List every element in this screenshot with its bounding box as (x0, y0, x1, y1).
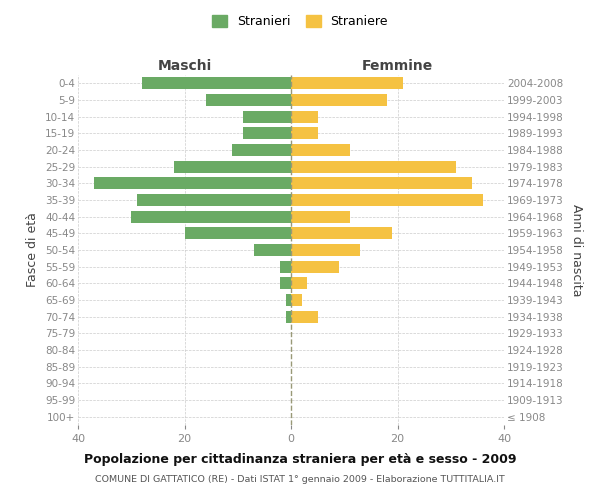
Bar (291, 278, 307, 289)
Bar (243, 110, 291, 122)
Bar (286, 310, 291, 322)
Bar (291, 244, 360, 256)
Bar (142, 78, 291, 90)
Bar (206, 94, 291, 106)
Bar (131, 210, 291, 222)
Bar (243, 128, 291, 140)
Text: Popolazione per cittadinanza straniera per età e sesso - 2009: Popolazione per cittadinanza straniera p… (84, 452, 516, 466)
Bar (291, 310, 317, 322)
Y-axis label: Anni di nascita: Anni di nascita (570, 204, 583, 296)
Bar (291, 144, 350, 156)
Text: Maschi: Maschi (157, 58, 212, 72)
Bar (94, 178, 291, 190)
Bar (291, 210, 350, 222)
Bar (291, 194, 483, 206)
Bar (291, 260, 339, 272)
Bar (254, 244, 291, 256)
Bar (286, 294, 291, 306)
Bar (232, 144, 291, 156)
Legend: Stranieri, Straniere: Stranieri, Straniere (208, 11, 392, 32)
Bar (291, 128, 317, 140)
Bar (185, 228, 291, 239)
Text: Femmine: Femmine (362, 58, 433, 72)
Bar (280, 260, 291, 272)
Bar (291, 110, 317, 122)
Text: COMUNE DI GATTATICO (RE) - Dati ISTAT 1° gennaio 2009 - Elaborazione TUTTITALIA.: COMUNE DI GATTATICO (RE) - Dati ISTAT 1°… (95, 475, 505, 484)
Bar (291, 228, 392, 239)
Bar (291, 94, 387, 106)
Bar (291, 178, 472, 190)
Bar (137, 194, 291, 206)
Bar (291, 160, 456, 172)
Y-axis label: Fasce di età: Fasce di età (26, 212, 40, 288)
Bar (291, 78, 403, 90)
Bar (280, 278, 291, 289)
Bar (174, 160, 291, 172)
Bar (291, 294, 302, 306)
